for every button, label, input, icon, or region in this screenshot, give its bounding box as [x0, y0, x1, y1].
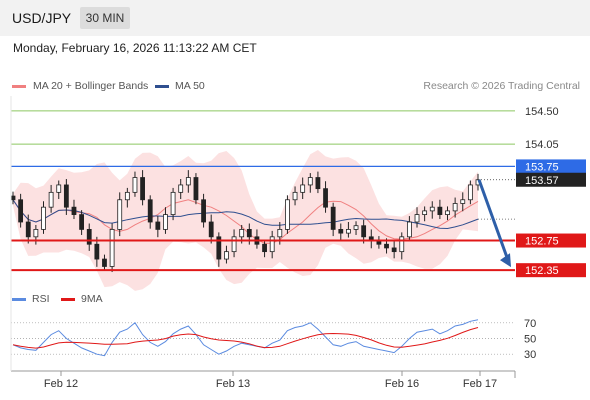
- level-label-153.75: 153.75: [525, 161, 559, 173]
- candle-body: [86, 229, 92, 245]
- candle-body: [163, 214, 168, 230]
- candle-body: [33, 229, 39, 238]
- candle-body: [467, 184, 473, 201]
- candle-body: [185, 177, 191, 186]
- candle-body: [277, 229, 283, 238]
- timeframe-badge[interactable]: 30 MIN: [80, 7, 130, 29]
- candle-body: [170, 191, 176, 215]
- candle-body: [246, 229, 252, 238]
- candle-body: [300, 184, 306, 193]
- candle-body: [18, 199, 24, 223]
- candle-body: [155, 221, 161, 230]
- candle-body: [384, 243, 389, 249]
- candle-body: [124, 191, 130, 201]
- rsi-swatch: [12, 298, 26, 301]
- rsi-level-label-30: 30: [524, 349, 536, 361]
- forecast-arrow-shaft: [477, 179, 510, 261]
- rsi-9ma-line: [12, 327, 479, 349]
- candle-body: [452, 203, 458, 212]
- instrument-symbol: USD/JPY: [12, 10, 72, 26]
- candle-body: [422, 210, 428, 215]
- candle-body: [63, 184, 69, 208]
- candle-body: [94, 243, 100, 260]
- candle-body: [178, 184, 184, 193]
- chart-datetime: Monday, February 16, 2026 11:13:22 AM CE…: [13, 41, 257, 55]
- candle-body: [429, 206, 435, 212]
- candle-body: [285, 199, 290, 230]
- last-price-label: 153.57: [525, 175, 559, 187]
- 9ma-swatch: [61, 298, 75, 301]
- rsi-level-label-50: 50: [524, 334, 536, 346]
- last-price-tag: [516, 172, 586, 187]
- level-tag-152.35: [516, 263, 586, 278]
- ma50-line: [12, 199, 479, 230]
- candle-body: [208, 221, 214, 238]
- rsi-line: [12, 319, 479, 357]
- candle-body: [437, 206, 443, 215]
- candle-body: [361, 225, 367, 238]
- candle-body: [323, 188, 328, 208]
- candle-body: [102, 258, 107, 267]
- legend-9ma: 9MA: [61, 293, 103, 305]
- candle-body: [346, 229, 351, 234]
- level-label-154.05: 154.05: [525, 139, 559, 151]
- candle-body: [391, 247, 397, 253]
- candle-body: [224, 251, 229, 260]
- candle-body: [239, 229, 245, 238]
- candle-body: [41, 206, 46, 230]
- level-label-152.35: 152.35: [525, 265, 559, 277]
- candle-body: [56, 184, 62, 193]
- x-tick-label-Feb-13: Feb 13: [216, 378, 250, 390]
- candle-body: [117, 199, 123, 230]
- level-label-152.75: 152.75: [525, 236, 559, 248]
- candle-body: [140, 177, 145, 201]
- candle-body: [460, 199, 466, 204]
- forecast-arrow-head: [500, 253, 511, 268]
- candle-body: [109, 229, 115, 267]
- candle-body: [269, 236, 275, 253]
- candle-body: [399, 236, 405, 253]
- candle-body: [216, 236, 222, 260]
- x-tick-label-Feb-17: Feb 17: [463, 378, 497, 390]
- candle-body: [262, 243, 267, 253]
- candle-body: [193, 177, 199, 201]
- candle-body: [353, 225, 359, 230]
- ma20-swatch: [12, 85, 26, 88]
- candle-body: [414, 214, 420, 223]
- 9ma-label: 9MA: [81, 293, 103, 305]
- candle-body: [406, 221, 412, 238]
- source-credit: Research © 2026 Trading Central: [423, 80, 580, 92]
- rsi-level-label-70: 70: [524, 318, 536, 330]
- bollinger-band: [13, 150, 478, 291]
- level-tag-152.75: [516, 233, 586, 248]
- top-bar: USD/JPY 30 MIN: [0, 0, 590, 36]
- candle-body: [330, 206, 336, 230]
- candle-body: [79, 214, 85, 230]
- candle-body: [147, 199, 153, 223]
- candle-body: [25, 221, 31, 238]
- candle-body: [10, 195, 16, 201]
- ma50-label: MA 50: [175, 80, 205, 92]
- candle-body: [71, 206, 77, 215]
- legend-rsi: RSI: [12, 293, 50, 305]
- candle-body: [132, 177, 138, 193]
- candle-body: [201, 199, 206, 223]
- level-label-154.50: 154.50: [525, 106, 559, 118]
- candle-body: [231, 236, 237, 253]
- rsi-label: RSI: [32, 293, 50, 305]
- legend-ma50: MA 50: [155, 80, 205, 92]
- level-tag-153.75: [516, 159, 586, 174]
- candle-body: [445, 210, 450, 215]
- ma50-swatch: [155, 85, 169, 88]
- legend-ma20: MA 20 + Bollinger Bands: [12, 80, 148, 92]
- candle-body: [338, 229, 344, 234]
- candle-body: [307, 177, 313, 186]
- x-tick-label-Feb-12: Feb 12: [44, 378, 78, 390]
- x-tick-label-Feb-16: Feb 16: [385, 378, 419, 390]
- ma20-label: MA 20 + Bollinger Bands: [33, 80, 149, 92]
- candle-body: [315, 177, 321, 190]
- candle-body: [292, 191, 298, 201]
- candle-body: [48, 191, 54, 208]
